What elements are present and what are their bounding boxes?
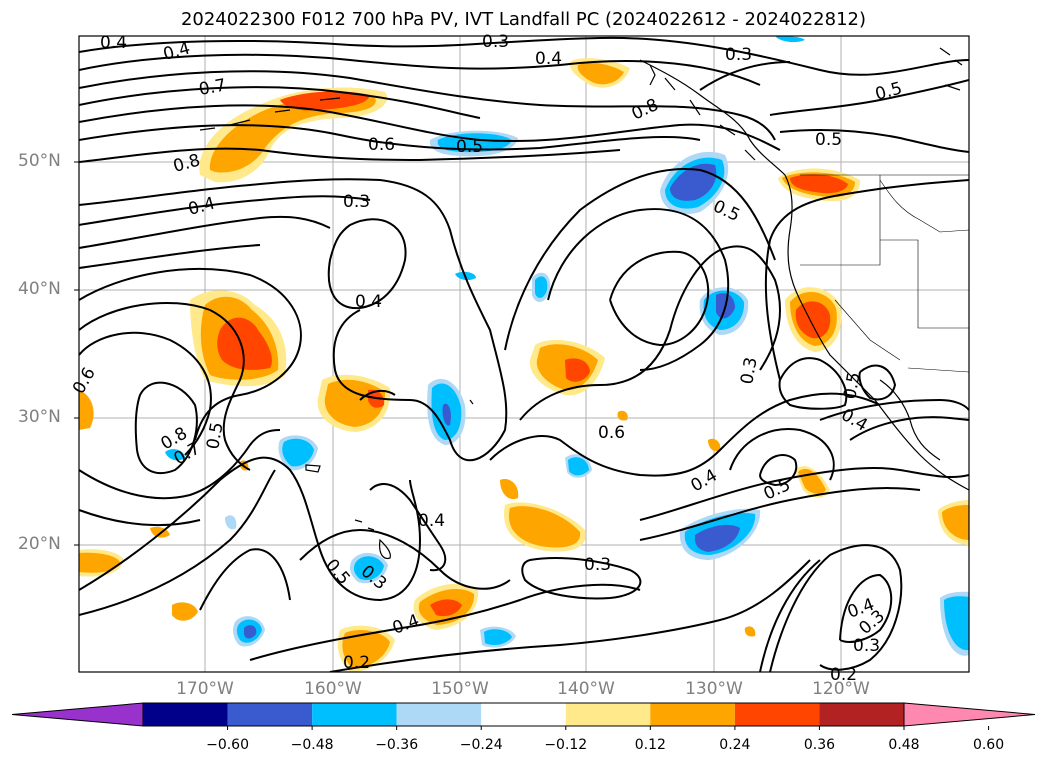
lon-label: 170°W bbox=[176, 679, 234, 699]
contour-label: 0.5 bbox=[203, 421, 227, 451]
map-title: 2024022300 F012 700 hPa PV, IVT Landfall… bbox=[180, 9, 867, 30]
plot-frame bbox=[78, 35, 970, 673]
contour-label: 0.6 bbox=[598, 423, 625, 443]
contour-label: 0.5 bbox=[873, 79, 904, 105]
lon-label: 160°W bbox=[304, 679, 362, 699]
borders bbox=[800, 174, 969, 373]
lon-label: 150°W bbox=[431, 679, 489, 699]
contour-label: 0.3 bbox=[853, 636, 880, 656]
colorbar-tick-label: −0.24 bbox=[459, 737, 503, 753]
contour-label: 0.6 bbox=[368, 135, 395, 155]
colorbar-tick-label: −0.60 bbox=[206, 737, 249, 753]
contour-label: 0.8 bbox=[171, 151, 202, 177]
colorbar-tick-label: −0.36 bbox=[375, 737, 419, 753]
contour-label: 0.3 bbox=[725, 45, 752, 65]
colorbar-tick-label: 0.24 bbox=[719, 737, 751, 753]
contour-label: 0.3 bbox=[584, 555, 611, 575]
contour-label: 0.3 bbox=[737, 356, 761, 386]
contour-label: 0.5 bbox=[710, 196, 743, 226]
contour-label: 0.8 bbox=[629, 95, 662, 125]
lat-label: 20°N bbox=[18, 534, 61, 554]
lat-label: 50°N bbox=[18, 151, 61, 171]
contour-label: 0.2 bbox=[343, 653, 370, 673]
contour-label: 0.4 bbox=[100, 33, 127, 53]
contour-label: 0.5 bbox=[815, 130, 842, 150]
lon-label: 120°W bbox=[812, 679, 870, 699]
contour-label: 0.2 bbox=[830, 665, 857, 685]
contour-label: 0.5 bbox=[321, 555, 354, 589]
lon-label: 140°W bbox=[557, 679, 615, 699]
lat-label: 30°N bbox=[18, 407, 61, 427]
contour-label: 0.5 bbox=[456, 137, 483, 157]
colorbar-tick-label: 0.12 bbox=[634, 737, 666, 753]
colorbar-tick-label: −0.12 bbox=[544, 737, 588, 753]
contour-label: 0.4 bbox=[186, 194, 217, 220]
contour-label: 0.3 bbox=[482, 32, 509, 52]
pv-anomaly-fills bbox=[79, 36, 969, 672]
contour-label: 0.6 bbox=[69, 364, 100, 397]
colorbar-tick-label: 0.60 bbox=[972, 737, 1005, 753]
contour-label: 0.3 bbox=[343, 192, 370, 212]
lat-label: 40°N bbox=[18, 279, 61, 299]
contour-label: 0.4 bbox=[355, 292, 382, 312]
coastlines bbox=[199, 47, 969, 560]
colorbar-tick-label: 0.48 bbox=[888, 737, 920, 753]
contour-label: 0.4 bbox=[418, 511, 445, 531]
contour-label: 0.7 bbox=[197, 76, 227, 100]
contour-label: 0.4 bbox=[535, 49, 562, 69]
colorbar-tick-label: −0.48 bbox=[290, 737, 334, 753]
axis-ticks bbox=[74, 161, 79, 546]
colorbar-tick-label: 0.36 bbox=[803, 737, 836, 753]
lon-label: 130°W bbox=[685, 679, 743, 699]
pv-contours bbox=[79, 36, 969, 672]
contour-label: 0.5 bbox=[840, 371, 864, 401]
